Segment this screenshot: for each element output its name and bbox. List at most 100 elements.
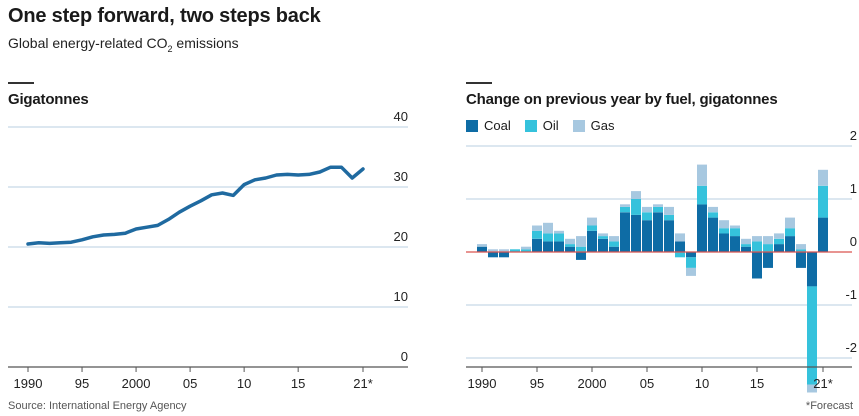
bar-gas-2016 [763, 236, 773, 245]
legend-label-coal: Coal [484, 118, 511, 133]
bar-gas-1998 [565, 238, 575, 245]
bar-gas-1999 [576, 236, 586, 247]
bar-oil-2010 [697, 185, 707, 205]
bar-coal-2011 [708, 217, 718, 252]
bar-oil-2019 [796, 249, 806, 252]
bar-gas-1991 [488, 249, 498, 252]
right-y-tick-label: 2 [850, 128, 857, 143]
bar-gas-2002 [609, 236, 619, 242]
emissions-line [26, 165, 365, 246]
bar-gas-1990 [477, 244, 487, 247]
page-title: One step forward, two steps back [8, 5, 321, 27]
bar-gas-2004 [631, 191, 641, 199]
bar-coal-1997 [554, 241, 564, 252]
left-panel-title: Gigatonnes [8, 91, 89, 108]
bar-gas-2019 [796, 244, 806, 250]
bar-coal-1998 [565, 246, 575, 252]
bar-coal-2006 [653, 212, 663, 253]
right-y-tick-label: -1 [845, 287, 857, 302]
bar-oil-2009 [686, 257, 696, 268]
forecast-footnote: *Forecast [805, 400, 853, 412]
bar-oil-1998 [565, 244, 575, 247]
legend-item-oil: Oil [524, 118, 559, 133]
bar-oil-2012 [719, 228, 729, 234]
bar-gas-2001 [598, 233, 608, 237]
bar-coal-2007 [664, 220, 674, 252]
bar-coal-1992 [499, 252, 509, 258]
left-x-tick-label: 21* [353, 376, 373, 391]
right-y-tick-label: -2 [845, 340, 857, 355]
legend-item-gas: Gas [572, 118, 615, 133]
bar-gas-2018 [785, 217, 795, 229]
left-x-tick-label: 95 [75, 376, 89, 391]
bar-coal-1999 [576, 252, 586, 260]
bar-gas-2017 [774, 233, 784, 239]
left-x-tick-label: 10 [237, 376, 251, 391]
legend-swatch-coal [466, 119, 478, 132]
bar-coal-2010 [697, 204, 707, 252]
subtitle-subscript: 2 [167, 43, 173, 54]
bar-gas-2020 [807, 384, 817, 393]
bar-gas-2000 [587, 217, 597, 226]
bar-gas-2012 [719, 220, 729, 229]
subtitle-prefix: Global energy-related CO [8, 35, 168, 51]
bar-coal-2015 [752, 252, 762, 279]
bar-coal-2012 [719, 233, 729, 252]
right-x-tick-label: 2000 [578, 376, 607, 391]
left-y-tick-label: 20 [394, 229, 408, 244]
bar-gas-2014 [741, 238, 751, 245]
bar-coal-1990 [477, 246, 487, 252]
left-panel-rule [8, 82, 34, 84]
bar-oil-2021 [818, 185, 828, 218]
bar-oil-2020 [807, 286, 817, 385]
bar-oil-1994 [521, 249, 531, 252]
bar-gas-2008 [675, 233, 685, 242]
right-x-tick-label: 05 [640, 376, 654, 391]
right-x-tick-label: 10 [695, 376, 709, 391]
page-subtitle: Global energy-related CO2 emissions [8, 35, 239, 54]
legend-item-coal: Coal [466, 118, 511, 133]
bar-coal-2020 [807, 252, 817, 287]
bar-gas-2003 [620, 204, 630, 207]
right-x-tick-label: 15 [750, 376, 764, 391]
bar-gas-1997 [554, 230, 564, 234]
left-y-tick-label: 30 [394, 169, 408, 184]
left-x-tick-label: 1990 [14, 376, 43, 391]
right-panel-rule [466, 82, 492, 84]
bar-oil-2001 [598, 236, 608, 239]
bar-coal-2019 [796, 252, 806, 268]
left-x-tick-label: 2000 [122, 376, 151, 391]
bar-oil-2017 [774, 238, 784, 245]
bar-coal-2014 [741, 246, 751, 252]
left-y-tick-label: 10 [394, 289, 408, 304]
bar-coal-2004 [631, 214, 641, 252]
legend-label-gas: Gas [590, 118, 615, 133]
bar-oil-2006 [653, 206, 663, 213]
bar-coal-2017 [774, 244, 784, 252]
right-x-tick-label: 95 [530, 376, 544, 391]
bar-gas-2006 [653, 204, 663, 207]
fuel-legend: Coal Oil Gas [466, 118, 614, 133]
bar-oil-2013 [730, 228, 740, 237]
bar-oil-2014 [741, 244, 751, 247]
bar-gas-2010 [697, 164, 707, 186]
bar-coal-2021 [818, 217, 828, 252]
right-y-tick-label: 0 [850, 234, 857, 249]
bar-gas-2021 [818, 169, 828, 186]
bar-oil-2007 [664, 214, 674, 221]
bar-oil-2004 [631, 199, 641, 215]
right-x-tick-label: 21* [813, 376, 833, 391]
left-x-tick-label: 15 [291, 376, 305, 391]
bar-coal-2013 [730, 236, 740, 252]
bar-oil-2003 [620, 206, 630, 213]
bar-oil-2018 [785, 228, 795, 237]
bar-coal-1996 [543, 241, 553, 252]
subtitle-suffix: emissions [172, 35, 239, 51]
legend-swatch-gas [572, 119, 585, 132]
bar-oil-2000 [587, 225, 597, 231]
right-x-tick-label: 1990 [468, 376, 497, 391]
bar-gas-1994 [521, 246, 531, 250]
bar-oil-1999 [576, 246, 586, 252]
bar-coal-2009 [686, 252, 696, 258]
